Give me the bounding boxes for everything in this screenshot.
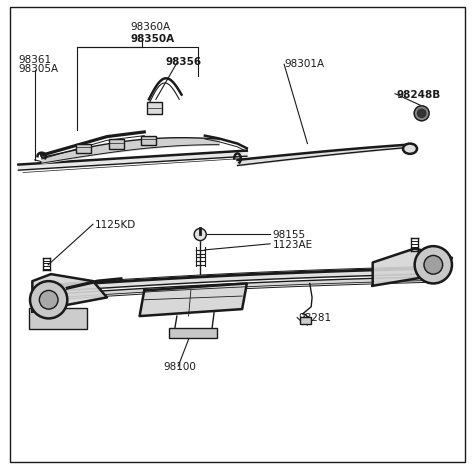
FancyBboxPatch shape	[300, 317, 311, 325]
Circle shape	[418, 109, 426, 117]
Text: 98301A: 98301A	[284, 60, 324, 69]
Text: 98356: 98356	[165, 57, 201, 67]
Circle shape	[30, 281, 67, 318]
Polygon shape	[373, 249, 452, 286]
Circle shape	[424, 256, 443, 274]
FancyBboxPatch shape	[147, 102, 162, 114]
Text: 98305A: 98305A	[19, 64, 58, 74]
Polygon shape	[140, 283, 247, 316]
FancyBboxPatch shape	[109, 139, 124, 149]
Text: 98281: 98281	[298, 313, 331, 324]
Text: 98360A: 98360A	[130, 22, 171, 32]
Circle shape	[414, 106, 429, 121]
FancyBboxPatch shape	[29, 308, 87, 329]
Text: 1125KD: 1125KD	[95, 220, 136, 230]
Text: 98100: 98100	[163, 363, 196, 372]
Text: 1123AE: 1123AE	[273, 240, 313, 250]
FancyBboxPatch shape	[76, 144, 91, 153]
Ellipse shape	[403, 144, 417, 154]
FancyBboxPatch shape	[170, 328, 217, 339]
Text: 98350A: 98350A	[130, 34, 174, 44]
Text: 98361: 98361	[19, 55, 51, 65]
Circle shape	[194, 228, 206, 241]
Circle shape	[415, 246, 452, 283]
Text: 98248B: 98248B	[396, 90, 440, 99]
Text: 98155: 98155	[273, 229, 305, 240]
FancyBboxPatch shape	[142, 136, 156, 145]
Polygon shape	[32, 274, 107, 311]
Circle shape	[39, 290, 58, 309]
